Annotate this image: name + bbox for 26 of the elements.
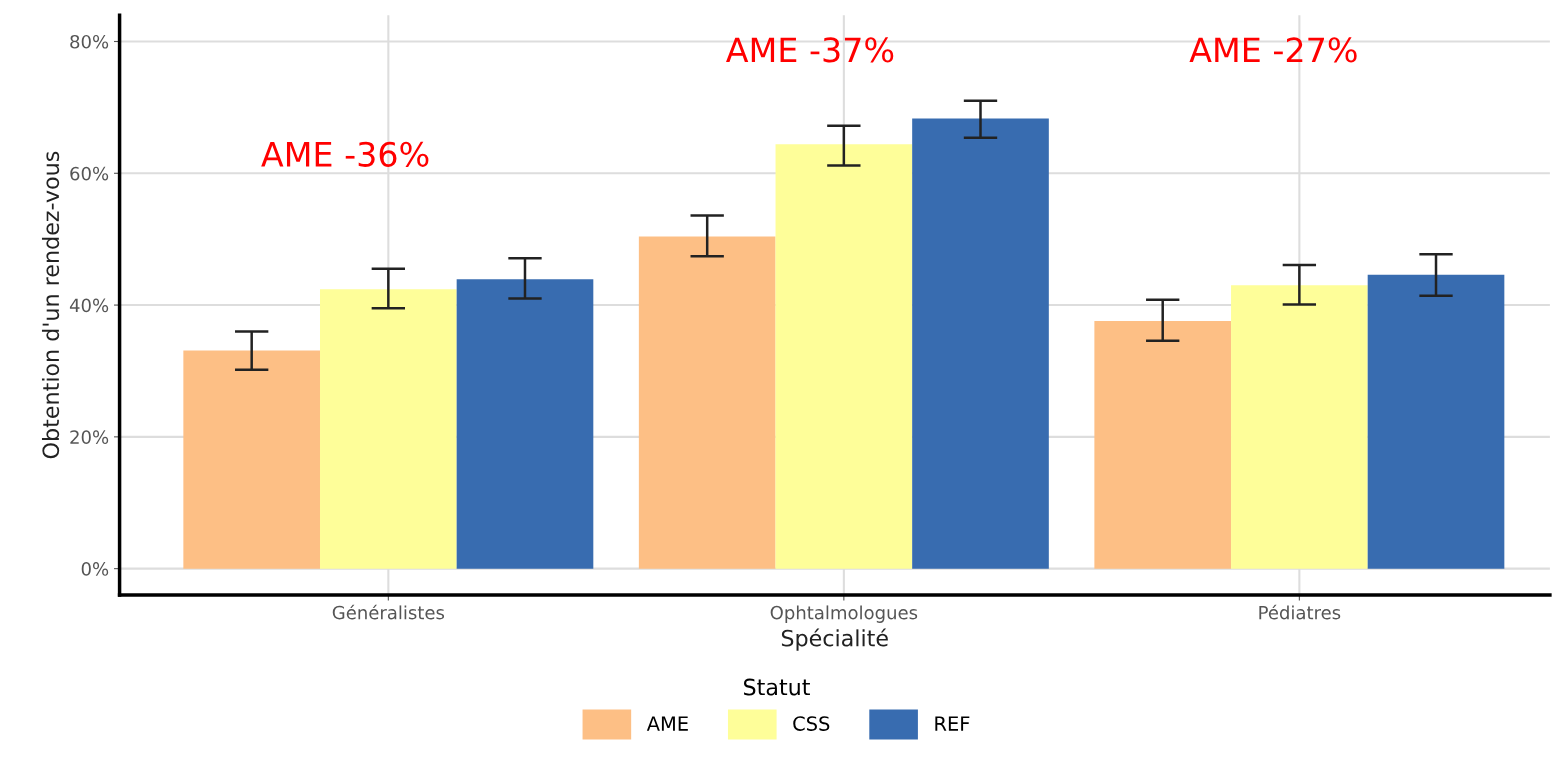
bar: [638, 236, 776, 569]
y-tick-label: 60%: [70, 166, 109, 181]
bar: [912, 118, 1049, 569]
y-axis-title: Obtention d'un rendez-vous: [41, 151, 60, 459]
legend-label: CSS: [793, 716, 830, 731]
legend-title: Statut: [743, 678, 810, 696]
y-tick-label: 40%: [69, 298, 109, 313]
annotation: AME -37%: [726, 37, 894, 63]
x-axis-title: Spécialité: [781, 628, 888, 651]
bar: [1094, 320, 1232, 569]
bar: [320, 289, 457, 569]
annotation: AME -27%: [1189, 37, 1357, 63]
legend-label: REF: [935, 716, 970, 731]
bar: [456, 279, 594, 569]
annotation: AME -36%: [261, 141, 429, 167]
bar: [1367, 274, 1505, 569]
bar: [183, 350, 321, 569]
legend-label: AME: [646, 716, 688, 731]
bar: [1231, 285, 1368, 569]
y-tick-label: 0%: [81, 562, 109, 576]
x-tick-label: Ophtalmologues: [770, 605, 918, 623]
y-tick-label: 20%: [70, 430, 109, 444]
y-tick-label: 80%: [70, 34, 109, 49]
bar: [775, 144, 913, 569]
x-tick-label: Pédiatres: [1259, 604, 1341, 620]
x-tick-label: Généralistes: [332, 604, 445, 620]
